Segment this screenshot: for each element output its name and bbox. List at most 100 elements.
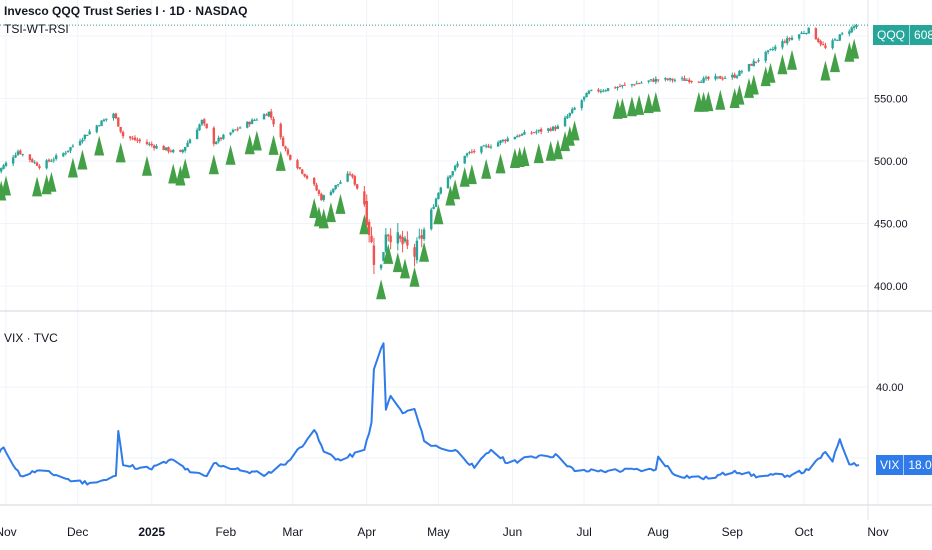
candle-body <box>420 235 423 239</box>
candle-body <box>446 177 450 189</box>
candle-body <box>370 235 373 243</box>
candle-body <box>83 134 87 139</box>
candle-body <box>348 173 352 175</box>
candle-body <box>66 150 70 152</box>
candle-body <box>666 78 669 80</box>
signal-triangle <box>168 163 179 184</box>
candle-body <box>750 63 753 66</box>
candle-body <box>814 28 818 40</box>
candle-body <box>786 38 789 44</box>
candle-body <box>449 175 452 178</box>
candle-body <box>657 79 660 81</box>
candle-body <box>332 188 335 193</box>
candle-body <box>186 142 189 147</box>
signal-triangle <box>175 165 186 186</box>
candle-body <box>255 119 259 121</box>
candle-body <box>367 221 371 235</box>
signal-triangle <box>383 243 394 264</box>
signal-triangle <box>392 252 403 273</box>
indicator-label[interactable]: TSI-WT-RSI <box>4 22 69 36</box>
candle-body <box>549 128 552 131</box>
candle-body <box>573 107 576 110</box>
candle-body <box>329 191 333 196</box>
candle-body <box>817 38 820 42</box>
candle-body <box>217 137 220 142</box>
qqq-badge-symbol: QQQ <box>873 25 911 45</box>
candle-body <box>219 137 223 140</box>
candle-body <box>590 89 593 91</box>
candle-body <box>231 129 235 133</box>
signal-triangle <box>617 98 628 118</box>
signal-triangle <box>564 125 575 146</box>
time-tick-0: Nov <box>0 525 17 539</box>
candle-body <box>520 133 524 136</box>
qqq-badge-price: 608.75 <box>910 25 932 45</box>
candle-body <box>535 131 538 133</box>
signal-triangle <box>115 142 126 163</box>
candlesticks <box>0 23 858 275</box>
candle-body <box>269 111 273 118</box>
candle-body <box>238 127 242 129</box>
candle-body <box>453 165 457 171</box>
candle-body <box>551 126 555 131</box>
symbol-title[interactable]: Invesco QQQ Trust Series I · 1D · NASDAQ <box>4 4 248 18</box>
signal-triangle <box>829 52 840 73</box>
candle-body <box>97 125 101 127</box>
candle-body <box>296 160 299 169</box>
candle-body <box>855 25 858 27</box>
vix-line <box>0 342 860 486</box>
vix-pane-label[interactable]: VIX · TVC <box>4 331 58 345</box>
candle-body <box>339 182 342 184</box>
signal-triangle <box>466 164 477 185</box>
candle-body <box>754 61 758 63</box>
candle-body <box>637 83 641 85</box>
candle-body <box>152 145 156 148</box>
candle-body <box>21 154 24 156</box>
candle-body <box>181 149 184 153</box>
candle-body <box>504 140 507 142</box>
candle-body <box>253 119 256 121</box>
candle-body <box>523 131 526 135</box>
candle-body <box>396 232 400 244</box>
time-tick-5: Apr <box>357 525 376 539</box>
candle-body <box>496 142 500 147</box>
candle-body <box>133 137 137 141</box>
price-tick-550.00: 550.00 <box>874 94 908 106</box>
candle-body <box>563 117 567 127</box>
signal-triangle <box>820 60 831 81</box>
candle-body <box>50 160 53 162</box>
candle-body <box>501 139 505 142</box>
candle-body <box>664 78 667 80</box>
signal-triangle <box>77 149 88 170</box>
time-tick-3: Feb <box>215 525 236 539</box>
candle-body <box>422 229 426 240</box>
candle-body <box>824 45 827 48</box>
candle-body <box>654 78 658 82</box>
signal-triangle <box>433 204 444 225</box>
time-axis-labels[interactable]: Nov Dec 2025 Feb Mar Apr May Jun Jul Aug Sep Oct Nov <box>0 525 889 539</box>
candle-body <box>606 88 610 91</box>
candle-body <box>317 190 321 194</box>
candle-body <box>797 34 801 39</box>
candle-body <box>537 129 540 132</box>
candle-body <box>783 41 787 43</box>
signal-triangle <box>634 94 645 115</box>
signal-triangle <box>481 158 492 179</box>
candle-body <box>136 139 139 141</box>
candle-body <box>19 150 22 155</box>
candle-body <box>482 145 486 147</box>
signal-triangle <box>225 144 236 165</box>
signal-triangle <box>67 157 78 178</box>
candle-body <box>757 60 760 62</box>
candle-body <box>262 114 266 120</box>
signal-triangle <box>32 176 43 197</box>
candle-body <box>131 138 134 140</box>
time-tick-11: Oct <box>795 525 814 539</box>
candle-body <box>363 191 366 205</box>
time-tick-8: Jul <box>576 525 591 539</box>
signal-triangle <box>734 84 745 105</box>
signal-triangle <box>445 185 456 206</box>
signal-triangle <box>495 153 506 174</box>
